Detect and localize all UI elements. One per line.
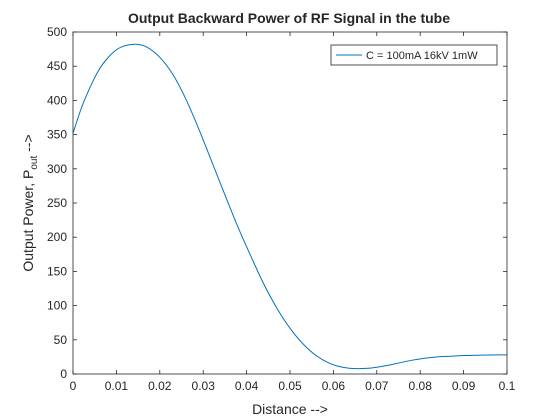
x-tick-label: 0.04 xyxy=(235,379,259,393)
x-tick-label: 0.05 xyxy=(278,379,302,393)
x-tick-label: 0.07 xyxy=(365,379,389,393)
y-tick-label: 300 xyxy=(47,162,67,176)
legend-entry-label: C = 100mA 16kV 1mW xyxy=(366,50,478,62)
plot-area xyxy=(73,32,507,374)
y-tick-label: 400 xyxy=(47,93,67,107)
x-tick-label: 0.01 xyxy=(105,379,129,393)
x-tick-label: 0.03 xyxy=(192,379,216,393)
series-line-c-100ma-16kv-1mw xyxy=(73,43,507,370)
x-tick-label: 0.1 xyxy=(499,379,516,393)
y-axis-label-main: Output Power, P xyxy=(20,170,36,272)
y-tick-label: 250 xyxy=(47,196,67,210)
x-tick-label: 0.09 xyxy=(452,379,476,393)
y-tick-label: 450 xyxy=(47,59,67,73)
x-tick-label: 0.06 xyxy=(322,379,346,393)
y-tick-label: 200 xyxy=(47,230,67,244)
y-tick-label: 50 xyxy=(54,333,68,347)
y-axis-label-subscript: out xyxy=(29,156,40,170)
y-tick-label: 350 xyxy=(47,128,67,142)
chart-title: Output Backward Power of RF Signal in th… xyxy=(128,10,450,26)
y-tick-label: 500 xyxy=(47,25,67,39)
x-tick-labels: 0 0.01 0.02 0.03 0.04 0.05 0.06 0.07 0.08 0.09 0.1 xyxy=(70,379,516,393)
y-tick-label: 100 xyxy=(47,299,67,313)
y-axis-label-arrow: --> xyxy=(20,134,36,155)
x-axis-label: Distance --> xyxy=(252,401,328,417)
axes-box xyxy=(72,31,508,375)
y-tick-labels: 0 50 100 150 200 250 300 350 400 450 500 xyxy=(47,25,67,381)
y-axis-label: Output Power, Pout --> xyxy=(20,134,40,271)
x-tick-label: 0 xyxy=(70,379,77,393)
legend-box xyxy=(330,44,498,66)
y-tick-label: 150 xyxy=(47,264,67,278)
y-tick-label: 0 xyxy=(60,367,67,381)
x-tick-label: 0.02 xyxy=(148,379,172,393)
x-tick-label: 0.08 xyxy=(409,379,433,393)
legend: C = 100mA 16kV 1mW xyxy=(330,44,498,66)
